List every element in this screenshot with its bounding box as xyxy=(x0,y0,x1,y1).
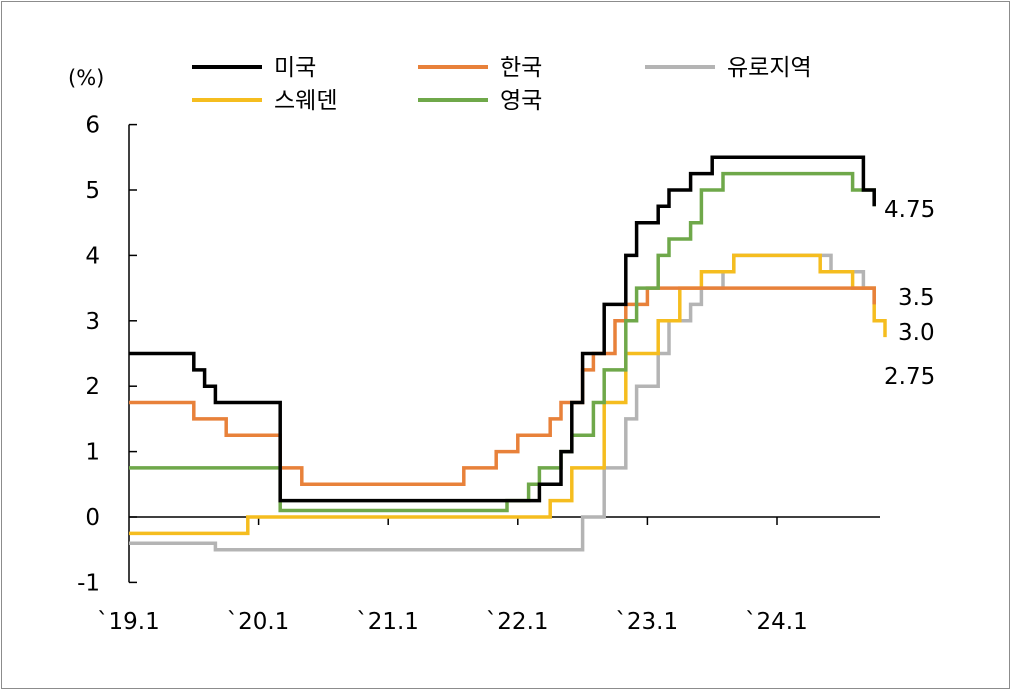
y-axis-unit-label: (%) xyxy=(68,66,104,90)
legend-label: 영국 xyxy=(500,88,542,114)
legend-label: 유로지역 xyxy=(727,55,812,81)
y-tick-label: 4 xyxy=(85,243,100,269)
y-tick-label: 6 xyxy=(85,113,100,139)
y-tick-label: 5 xyxy=(85,178,100,204)
y-tick-label: 1 xyxy=(85,440,100,466)
series-layer xyxy=(129,155,887,552)
end-label-euro: 3.0 xyxy=(898,320,935,346)
y-tick-label: 0 xyxy=(85,505,100,531)
legend-entry: 영국 xyxy=(418,88,542,114)
y-tick-label: -1 xyxy=(77,570,100,596)
x-tick-label: `21.1 xyxy=(356,609,419,635)
series-line-5 xyxy=(129,171,876,513)
x-tick-label: `22.1 xyxy=(486,609,549,635)
legend-entry: 미국 xyxy=(192,55,316,81)
series-line-1 xyxy=(129,155,876,503)
series-line-4 xyxy=(129,253,887,536)
legend-entry: 스웨덴 xyxy=(192,88,337,114)
legend-label: 미국 xyxy=(274,55,316,81)
legend-label: 스웨덴 xyxy=(274,88,337,114)
axes: -1 0 1 2 3 4 5 6 `19.1 `20.1 `21.1 `22.1 `23.1 `24.1 xyxy=(77,113,880,635)
end-label-us-uk: 4.75 xyxy=(884,197,935,223)
legend-label: 한국 xyxy=(500,55,542,81)
end-label-sweden: 2.75 xyxy=(884,364,935,390)
legend-entry: 한국 xyxy=(418,55,542,81)
end-label-korea: 3.5 xyxy=(898,285,935,311)
series-line-2 xyxy=(129,286,876,487)
x-tick-label: `24.1 xyxy=(745,609,808,635)
x-tick-label: `23.1 xyxy=(615,609,678,635)
y-tick-label: 3 xyxy=(85,309,100,335)
x-tick-label: `19.1 xyxy=(97,609,160,635)
legend-entry: 유로지역 xyxy=(645,55,812,81)
x-tick-label: `20.1 xyxy=(227,609,290,635)
y-tick-label: 2 xyxy=(85,374,100,400)
labels-layer: (%) 4.75 3.5 3.0 2.75 xyxy=(68,66,935,390)
